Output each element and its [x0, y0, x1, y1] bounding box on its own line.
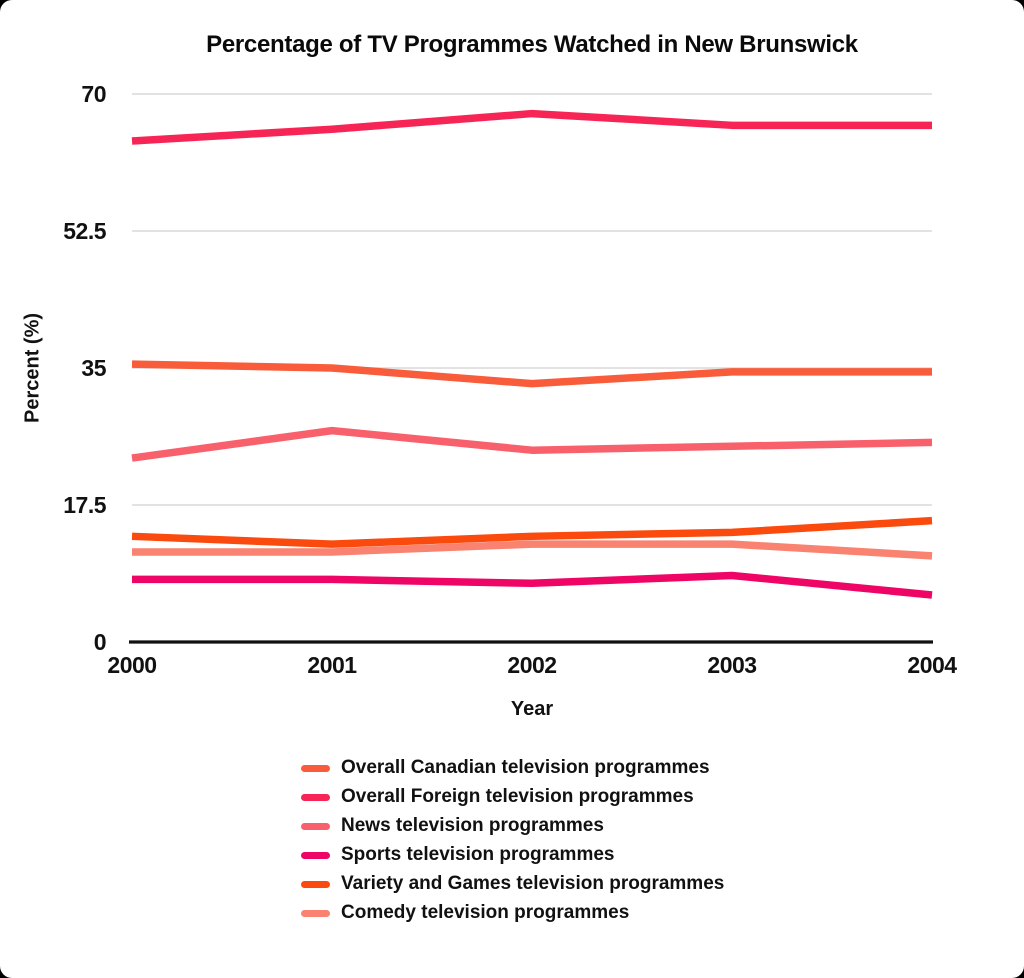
x-tick-label: 2004 — [907, 652, 957, 678]
legend-item: Overall Canadian television programmes — [301, 757, 724, 779]
y-tick-label: 0 — [93, 629, 107, 655]
legend-swatch-icon — [301, 909, 330, 917]
series-line-4 — [131, 516, 933, 548]
legend-item: Overall Foreign television programmes — [301, 786, 724, 808]
y-tick-label: 70 — [81, 81, 106, 107]
legend-item: Variety and Games television programmes — [301, 873, 724, 895]
legend-label: Variety and Games television programmes — [341, 873, 725, 894]
legend-swatch-icon — [301, 822, 330, 830]
y-tick-label: 35 — [81, 355, 106, 381]
x-tick-label: 2000 — [107, 652, 157, 678]
legend: Overall Canadian television programmes Ov… — [301, 757, 724, 924]
legend-swatch-icon — [301, 880, 330, 888]
series-line-0 — [131, 360, 932, 388]
x-tick-label: 2003 — [707, 652, 757, 678]
legend-label: News television programmes — [341, 815, 604, 836]
series-line-2 — [131, 426, 933, 462]
legend-swatch-icon — [301, 793, 330, 801]
legend-item: News television programmes — [301, 815, 724, 837]
y-tick-label: 17.5 — [63, 492, 106, 518]
y-axis-label: Percent (%) — [21, 312, 44, 424]
legend-label: Comedy television programmes — [341, 902, 630, 923]
legend-label: Overall Foreign television programmes — [341, 786, 694, 807]
y-tick-label: 52.5 — [63, 218, 106, 244]
legend-item: Sports television programmes — [301, 844, 724, 866]
legend-label: Sports television programmes — [341, 844, 615, 865]
series-line-3 — [132, 571, 933, 599]
x-axis-label: Year — [510, 698, 554, 720]
series-line-1 — [131, 109, 932, 145]
legend-item: Comedy television programmes — [301, 902, 724, 924]
legend-swatch-icon — [301, 851, 330, 859]
legend-swatch-icon — [301, 764, 330, 772]
x-tick-label: 2001 — [307, 652, 357, 678]
x-tick-label: 2002 — [507, 652, 557, 678]
chart-title: Percentage of TV Programmes Watched in N… — [206, 31, 858, 58]
series-line-5 — [132, 540, 933, 560]
legend-label: Overall Canadian television programmes — [341, 757, 710, 778]
line-chart-plot — [129, 93, 933, 644]
